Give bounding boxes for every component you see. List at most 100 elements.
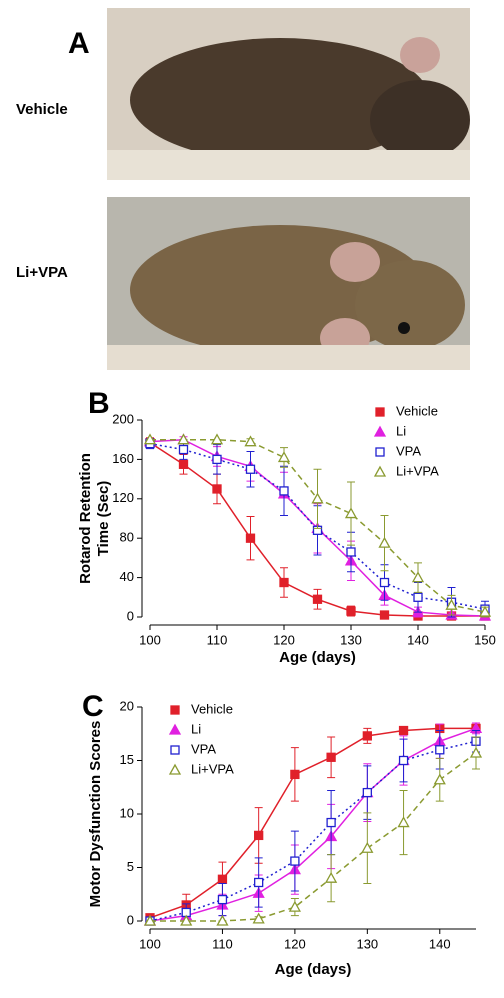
legend-label: Li+VPA — [396, 463, 439, 478]
series-line — [150, 752, 477, 922]
marker — [346, 547, 356, 557]
legend-label: Li — [396, 423, 406, 438]
y-tick-label: 0 — [127, 608, 134, 623]
panel-label: B — [88, 387, 110, 420]
legend-marker — [168, 763, 182, 775]
panel-label: C — [82, 690, 104, 723]
x-tick-label: 120 — [273, 632, 295, 647]
marker — [254, 877, 264, 888]
legend-label: VPA — [396, 443, 421, 458]
marker — [212, 484, 222, 494]
marker — [252, 912, 265, 924]
x-tick-label: 100 — [139, 632, 161, 647]
marker — [290, 856, 300, 866]
x-tick-label: 140 — [407, 632, 429, 647]
marker — [143, 433, 157, 445]
marker — [217, 874, 228, 884]
marker — [397, 816, 410, 828]
marker — [398, 755, 409, 766]
y-tick-label: 160 — [112, 451, 134, 466]
marker — [378, 536, 391, 548]
legend-label: VPA — [191, 741, 216, 756]
marker — [398, 725, 409, 736]
photo-li-vpa — [107, 197, 470, 370]
x-tick-label: 150 — [474, 632, 496, 647]
marker — [245, 464, 256, 474]
series-line — [149, 727, 477, 922]
y-tick-label: 80 — [120, 530, 134, 545]
legend-label: Li — [191, 721, 201, 736]
marker — [210, 433, 224, 445]
photo-label: Li+VPA — [16, 264, 68, 281]
marker — [288, 900, 301, 912]
x-axis-label: Age (days) — [275, 961, 352, 978]
marker — [177, 433, 190, 445]
marker — [344, 507, 358, 519]
marker — [325, 871, 338, 883]
x-tick-label: 130 — [356, 936, 378, 951]
y-tick-label: 5 — [127, 859, 134, 874]
marker — [362, 787, 372, 798]
y-tick-label: 120 — [112, 490, 134, 505]
marker — [180, 914, 193, 926]
x-tick-label: 110 — [212, 936, 233, 951]
marker — [312, 594, 323, 604]
marker — [362, 731, 372, 741]
marker — [217, 894, 228, 905]
marker — [379, 610, 390, 620]
marker — [411, 571, 425, 583]
series-line — [149, 740, 477, 922]
marker — [445, 598, 458, 610]
marker — [326, 752, 336, 762]
series-line — [149, 727, 476, 919]
x-tick-label: 140 — [429, 936, 451, 951]
legend-marker — [373, 425, 387, 437]
marker — [413, 592, 423, 602]
y-tick-label: 0 — [127, 912, 134, 927]
marker — [279, 486, 289, 496]
legend-marker — [373, 465, 387, 477]
marker — [478, 605, 492, 617]
marker — [143, 914, 157, 926]
marker — [279, 577, 289, 588]
marker — [361, 841, 374, 853]
marker — [254, 830, 264, 841]
marker — [346, 606, 356, 616]
legend-marker — [170, 705, 180, 715]
marker — [212, 454, 222, 465]
y-tick-label: 40 — [120, 569, 134, 584]
marker — [245, 533, 256, 543]
marker — [244, 435, 257, 447]
legend-label: Vehicle — [191, 701, 233, 716]
photo-vehicle — [107, 8, 470, 180]
marker — [311, 492, 324, 504]
y-tick-label: 200 — [112, 411, 134, 426]
marker — [469, 746, 483, 758]
marker — [178, 459, 189, 469]
marker — [435, 745, 445, 755]
marker — [277, 451, 291, 463]
legend-label: Li+VPA — [191, 761, 234, 776]
y-axis-label: Time (Sec) — [95, 481, 112, 557]
x-tick-label: 100 — [139, 936, 161, 951]
legend-marker — [375, 407, 385, 417]
y-tick-label: 15 — [120, 752, 134, 767]
x-tick-label: 120 — [284, 936, 306, 951]
x-tick-label: 130 — [340, 632, 362, 647]
marker — [290, 769, 300, 780]
marker — [433, 773, 446, 785]
x-axis-label: Age (days) — [279, 649, 356, 666]
y-axis-label: Motor Dysfunction Scores — [87, 721, 104, 908]
y-tick-label: 10 — [120, 805, 134, 820]
legend-marker — [170, 745, 180, 755]
legend-marker — [375, 447, 385, 457]
marker — [216, 914, 229, 926]
legend-label: Vehicle — [396, 403, 438, 418]
photo-label: Vehicle — [16, 101, 68, 118]
legend-marker — [168, 723, 182, 735]
marker — [379, 577, 390, 588]
marker — [178, 444, 189, 455]
marker — [326, 817, 336, 828]
y-axis-label: Rotarod Retention — [77, 453, 94, 584]
